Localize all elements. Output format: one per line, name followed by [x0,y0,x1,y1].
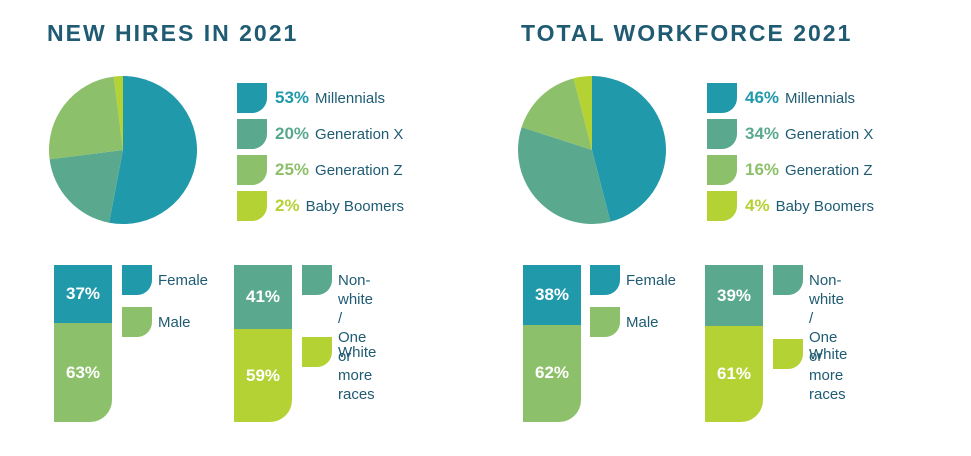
pie-slice-generation-z [521,78,592,150]
legend-swatch [122,307,152,337]
legend-swatch [237,191,267,221]
legend-swatch [302,265,332,295]
legend-label: Baby Boomers [775,197,874,215]
legend-label: Millennials [315,89,386,107]
legend-label: Male [626,314,659,331]
generation-legend: 53% Millennials 20% Generation X 25% Gen… [237,80,404,224]
legend-swatch [707,119,737,149]
legend-item-generation-x: 34% Generation X [707,116,874,152]
legend-swatch [302,337,332,367]
legend-label: Generation X [785,125,874,143]
legend-label: Male [158,314,191,331]
legend-label: Female [626,272,677,289]
legend-item-generation-x: 20% Generation X [237,116,404,152]
legend-swatch [237,119,267,149]
panel-title: TOTAL WORKFORCE 2021 [521,20,853,46]
legend-percent: 46% [745,88,780,107]
legend-label: Generation Z [315,161,403,179]
legend-swatch [590,307,620,337]
gender-bar-male: 63% [54,323,112,422]
total-workforce-panel: TOTAL WORKFORCE 2021 46% Millennials 34%… [470,0,940,456]
race-bar: 39% 61% [705,265,763,422]
legend-label: Generation Z [785,161,873,179]
generation-pie-chart [518,76,667,225]
new-hires-panel: NEW HIRES IN 2021 53% Millennials 20% Ge… [0,0,470,456]
race-bar-non-white: 39% [705,265,763,327]
legend-swatch [707,191,737,221]
legend-swatch [590,265,620,295]
legend-label: Non-white / One or more races [809,272,846,403]
pie-slice-generation-x [49,150,123,223]
legend-item-millennials: 46% Millennials [707,80,874,116]
legend-label: Female [158,272,209,289]
generation-pie-chart [49,76,198,224]
legend-label: White [338,344,377,361]
legend-item-generation-z: 25% Generation Z [237,152,404,188]
legend-percent: 20% [275,124,310,143]
race-bar-non-white: 41% [234,265,292,330]
legend-item-millennials: 53% Millennials [237,80,404,116]
legend-swatch [237,155,267,185]
legend-swatch [122,265,152,295]
legend-percent: 53% [275,88,310,107]
legend-item-generation-z: 16% Generation Z [707,152,874,188]
legend-swatch [707,155,737,185]
pie-slice-generation-x [518,127,611,225]
legend-label: White [809,346,848,363]
legend-percent: 4% [745,196,770,215]
legend-label: Millennials [785,89,856,107]
pie-slice-millennials [592,76,667,222]
pie-slice-generation-z [49,76,123,160]
legend-item-baby-boomers: 2% Baby Boomers [237,188,404,224]
legend-swatch [773,265,803,295]
legend-label: Baby Boomers [305,197,404,215]
gender-bar: 37% 63% [54,265,112,422]
gender-bar-male: 62% [523,324,581,422]
legend-percent: 34% [745,124,780,143]
legend-item-baby-boomers: 4% Baby Boomers [707,188,874,224]
pie-slice-baby-boomers [573,76,592,150]
race-bar: 41% 59% [234,265,292,422]
race-bar-white: 61% [705,326,763,422]
legend-label: Non-white / One or more races [338,272,375,403]
pie-slice-baby-boomers [113,76,123,150]
generation-legend: 46% Millennials 34% Generation X 16% Gen… [707,80,874,224]
legend-label: Generation X [315,125,404,143]
legend-swatch [707,83,737,113]
legend-percent: 25% [275,160,310,179]
pie-slice-millennials [109,76,198,224]
gender-bar-female: 38% [523,265,581,325]
gender-bar-female: 37% [54,265,112,324]
legend-percent: 16% [745,160,780,179]
race-bar-white: 59% [234,329,292,422]
gender-bar: 38% 62% [523,265,581,422]
legend-percent: 2% [275,196,300,215]
legend-swatch [237,83,267,113]
legend-swatch [773,339,803,369]
panel-title: NEW HIRES IN 2021 [47,20,299,46]
